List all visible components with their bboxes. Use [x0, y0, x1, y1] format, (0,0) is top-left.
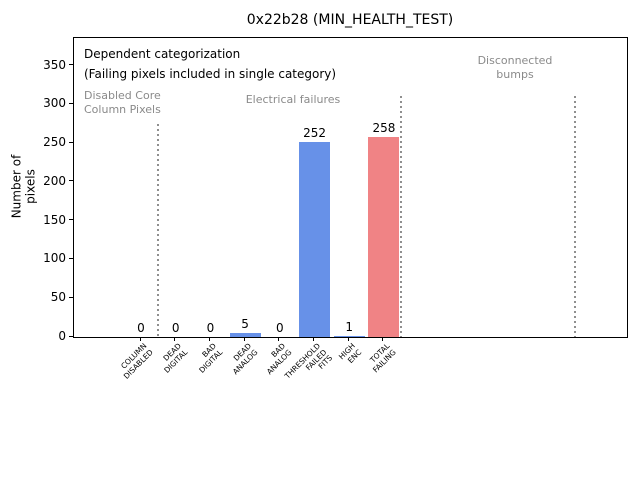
bar-value-label: 0 [206, 321, 215, 335]
bar [368, 137, 400, 337]
bar-value-label: 1 [345, 320, 354, 334]
y-tick-mark [69, 102, 73, 104]
y-tick-mark [69, 296, 73, 298]
y-tick-mark [69, 335, 73, 337]
y-tick-mark [69, 219, 73, 221]
y-tick-mark [69, 141, 73, 143]
x-tick-label: DEAD ANALOG [230, 341, 259, 376]
y-tick-label: 350 [43, 57, 66, 72]
bar [299, 142, 331, 337]
section-label-disconnected-bumps: Disconnected bumps [477, 54, 553, 81]
y-axis-label: Number of pixels [9, 154, 38, 219]
annotation-dependent-categorization: Dependent categorization [84, 47, 241, 61]
y-tick-label: 0 [58, 329, 66, 343]
y-tick-label: 50 [50, 290, 66, 305]
y-tick-label: 200 [43, 173, 66, 188]
plot-area: Dependent categorization (Failing pixels… [73, 37, 628, 338]
y-tick-label: 100 [43, 251, 66, 266]
x-tick-mark [382, 337, 384, 341]
bar-value-label: 0 [171, 321, 180, 335]
x-tick-label: DEAD DIGITAL [161, 341, 190, 375]
bar-value-label: 5 [241, 317, 249, 331]
bar-value-label: 0 [276, 321, 284, 335]
y-tick-label: 250 [43, 135, 66, 150]
x-tick-mark [139, 337, 141, 341]
y-tick-mark [69, 64, 73, 66]
y-tick-mark [69, 180, 73, 182]
x-tick-label: THRESHOLD FAILED FITS [283, 341, 335, 381]
annotation-failing-pixels-note: (Failing pixels included in single categ… [84, 67, 337, 81]
x-tick-mark [347, 337, 349, 341]
x-tick-label: TOTAL FAILING [368, 341, 398, 375]
x-tick-label: BAD DIGITAL [196, 341, 225, 375]
y-tick-label: 150 [43, 212, 66, 227]
chart-title: 0x22b28 (MIN_HEALTH_TEST) [246, 12, 454, 28]
x-tick-mark [208, 337, 210, 341]
bar-value-label: 252 [303, 126, 326, 140]
y-tick-mark [69, 257, 73, 259]
x-tick-mark [174, 337, 176, 341]
x-tick-mark [313, 337, 315, 341]
section-label-disabled-core-column-pixels: Disabled Core Column Pixels [84, 89, 161, 116]
y-tick-label: 300 [43, 96, 66, 111]
bar [229, 333, 261, 337]
separator-line [400, 96, 403, 337]
x-tick-mark [278, 337, 280, 341]
section-label-electrical-failures: Electrical failures [245, 93, 341, 106]
separator-line [573, 96, 576, 337]
separator-line [157, 124, 160, 337]
bar-value-label: 0 [137, 321, 145, 335]
x-tick-label: HIGH ENC [336, 341, 363, 365]
x-tick-label: COLUMN DISABLED [119, 341, 155, 381]
bar-value-label: 258 [372, 121, 396, 135]
bar [333, 336, 365, 337]
x-tick-mark [243, 337, 245, 341]
